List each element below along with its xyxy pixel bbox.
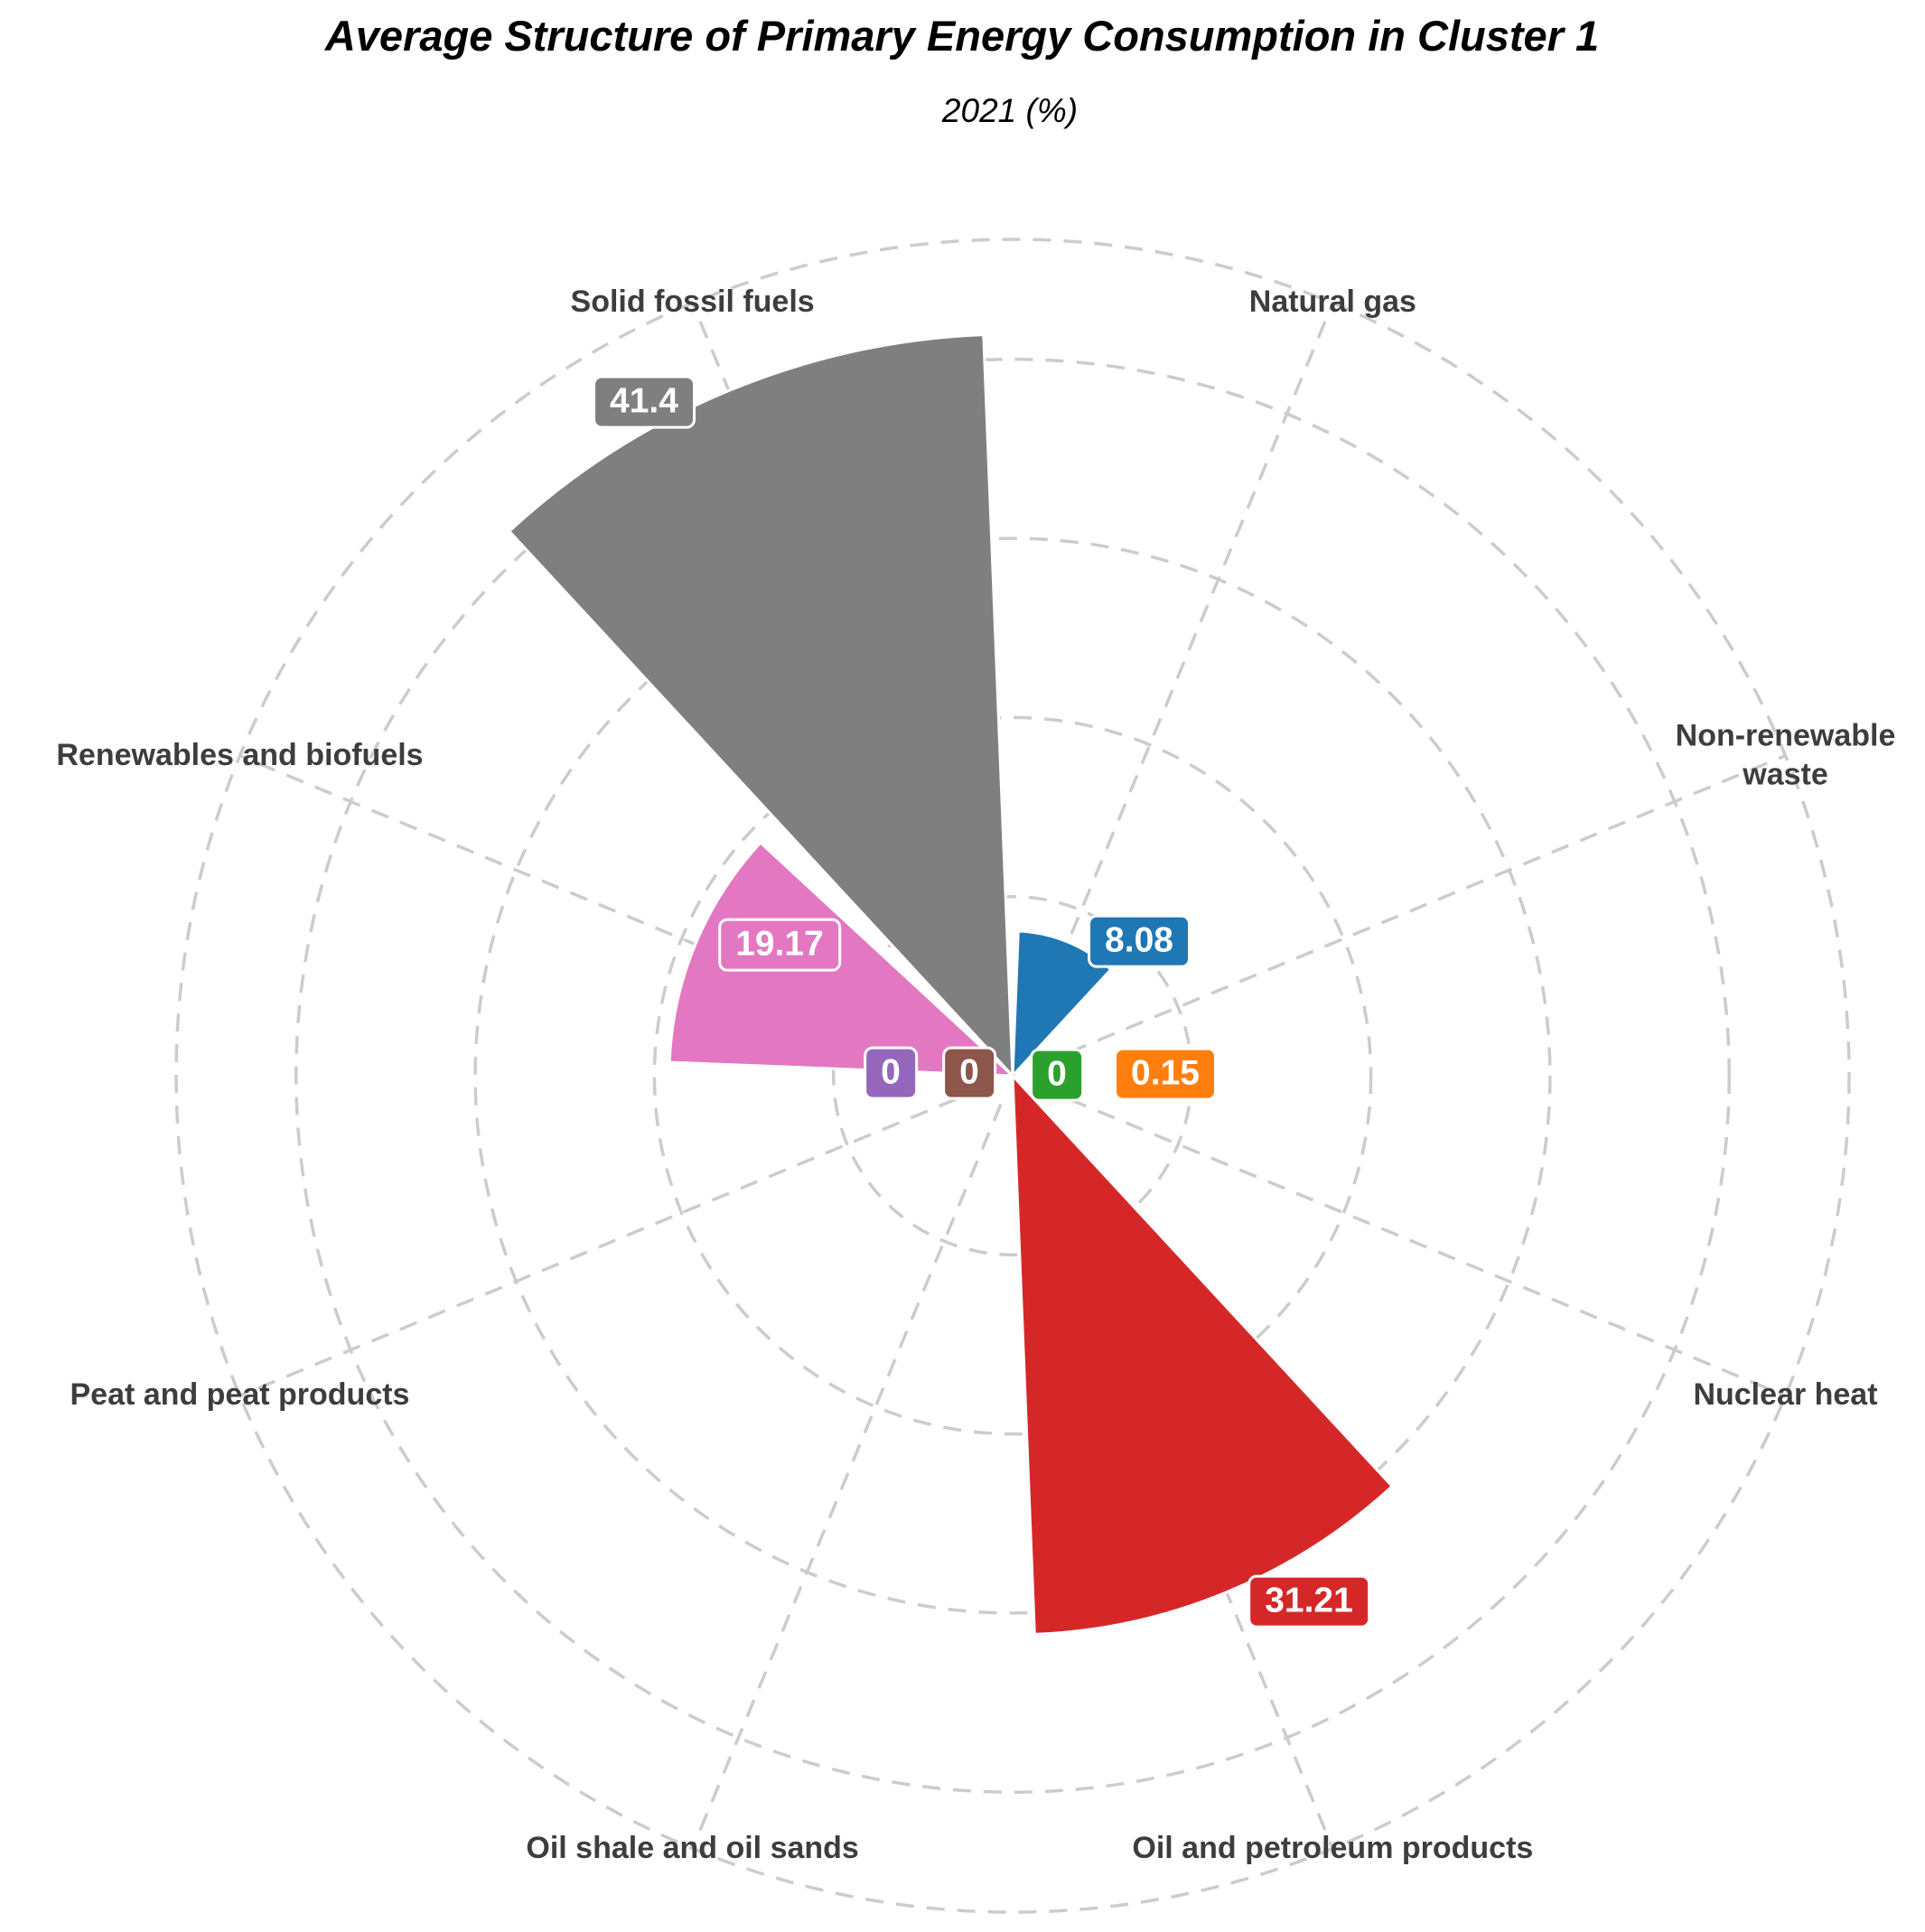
category-label-oil-and-petroleum-products: Oil and petroleum products	[1132, 1829, 1533, 1869]
wedge-oil-and-petroleum-products	[1011, 1074, 1394, 1636]
value-badge-natural-gas: 8.08	[1088, 914, 1191, 968]
radial-gridline-30	[473, 537, 1552, 1615]
category-label-peat-and-peat-products: Peat and peat products	[70, 1377, 410, 1416]
value-badge-nuclear-heat: 0	[1030, 1048, 1084, 1102]
value-badge-solid-fossil-fuels: 41.4	[593, 375, 696, 429]
angular-gridline-natural-gas	[1023, 302, 1334, 1049]
category-label-nuclear-heat: Nuclear heat	[1693, 1377, 1877, 1416]
category-label-line: Oil and petroleum products	[1132, 1830, 1534, 1865]
category-label-line: Natural gas	[1248, 285, 1416, 320]
radial-gridline-20	[652, 715, 1373, 1436]
wedge-renewables-and-biofuels	[668, 841, 1014, 1078]
radial-gridline-40	[294, 358, 1731, 1794]
category-label-line: Oil shale and oil sands	[526, 1830, 859, 1865]
value-badge-oil-and-petroleum-products: 31.21	[1248, 1574, 1370, 1629]
angular-gridline-oil-shale-and-oil-sands	[691, 1103, 1003, 1850]
category-label-natural-gas: Natural gas	[1249, 284, 1416, 323]
value-badge-renewables-and-biofuels: 19.17	[718, 918, 841, 972]
category-label-line: Nuclear heat	[1693, 1377, 1878, 1413]
value-badge-peat-and-peat-products: 0	[942, 1046, 996, 1100]
chart-title: Average Structure of Primary Energy Cons…	[324, 12, 1600, 60]
category-label-line: Peat and peat products	[70, 1377, 410, 1413]
category-label-line: Renewables and biofuels	[56, 737, 424, 772]
category-label-solid-fossil-fuels: Solid fossil fuels	[571, 284, 815, 323]
category-label-renewables-and-biofuels: Renewables and biofuels	[56, 736, 423, 776]
wedge-solid-fossil-fuels	[508, 333, 1014, 1078]
category-label-oil-shale-and-oil-sands: Oil shale and oil sands	[526, 1829, 858, 1869]
category-label-line: waste	[1743, 757, 1828, 792]
category-label-line: Non-renewable	[1675, 718, 1896, 753]
chart-subtitle: 2021 (%)	[941, 92, 1079, 129]
value-badge-oil-shale-and-oil-sands: 0	[864, 1046, 918, 1100]
angular-gridline-nuclear-heat	[1040, 1086, 1787, 1397]
category-label-line: Solid fossil fuels	[570, 285, 815, 320]
angular-gridline-non-renewable-waste	[1040, 754, 1787, 1066]
outer-boundary-ring	[174, 238, 1851, 1914]
value-badge-non-renewable-waste: 0.15	[1114, 1047, 1217, 1101]
angular-gridline-peat-and-peat-products	[238, 1086, 986, 1397]
category-label-non-renewable-waste: Non-renewable waste	[1676, 716, 1896, 795]
